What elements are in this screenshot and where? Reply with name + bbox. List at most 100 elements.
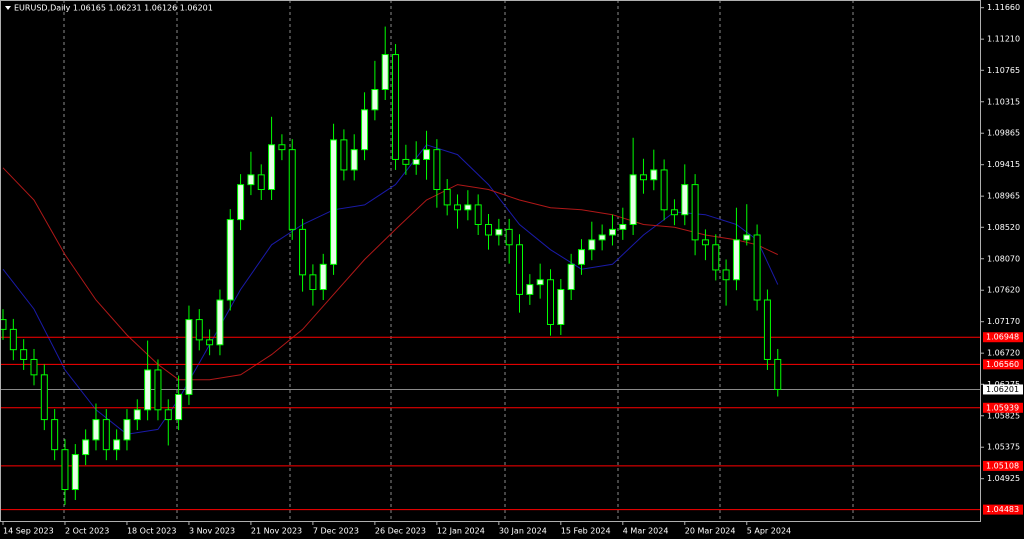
candle-body (102, 419, 110, 451)
candle-body (763, 299, 771, 360)
candle-body (381, 54, 389, 91)
candle-body (474, 204, 482, 225)
candle-body (743, 234, 751, 241)
candle-body (495, 228, 503, 236)
level-label-box (983, 504, 1023, 515)
candle-body (82, 439, 90, 456)
level-label-box (983, 332, 1023, 343)
y-tick-label: 1.05375 (987, 443, 1020, 452)
candle-body (443, 189, 451, 206)
candle-body (175, 393, 183, 421)
chart-title: EURUSD,Daily 1.06165 1.06231 1.06126 1.0… (14, 4, 213, 13)
candle-body (133, 409, 141, 421)
candle-body (237, 184, 245, 221)
candle-body (268, 144, 276, 191)
candle-body (567, 263, 575, 291)
y-tick-label: 1.07620 (987, 286, 1020, 295)
candle-body (309, 274, 317, 291)
candle-body (154, 369, 162, 411)
candle-body (753, 234, 761, 301)
x-tick-label: 4 Mar 2024 (623, 527, 669, 536)
plot (0, 26, 980, 511)
candle-body (454, 204, 462, 211)
candle-body (185, 319, 193, 395)
candle-body (588, 239, 596, 251)
candle-body (536, 279, 544, 286)
x-tick-label: 12 Jan 2024 (437, 527, 485, 536)
candle-body (319, 263, 327, 291)
candle-body (639, 174, 647, 181)
candle-body (257, 174, 265, 191)
candle-body (516, 244, 523, 295)
candle-body (340, 139, 348, 171)
candle-body (123, 419, 131, 441)
candle-body (0, 319, 7, 330)
candle-body (732, 239, 740, 281)
x-tick-label: 18 Oct 2023 (127, 527, 176, 536)
candle-body (681, 184, 689, 216)
y-tick-label: 1.10765 (987, 66, 1020, 75)
candle-body (392, 54, 400, 160)
y-tick-label: 1.08965 (987, 192, 1020, 201)
x-tick-label: 3 Nov 2023 (189, 527, 235, 536)
candle-body (402, 158, 410, 165)
candle-body (423, 149, 431, 160)
x-tick-label: 20 Mar 2024 (685, 527, 736, 536)
candle-body (61, 449, 69, 491)
candle-body (195, 319, 203, 341)
candle-body (505, 228, 513, 246)
y-tick-label: 1.06275 (987, 380, 1020, 389)
plot-border (0, 0, 981, 522)
x-tick-label: 30 Jan 2024 (499, 527, 547, 536)
y-tick-label: 1.04925 (987, 474, 1020, 483)
candle-body (433, 149, 441, 191)
x-tick-label: 14 Sep 2023 (3, 527, 54, 536)
candle-body (226, 219, 234, 301)
candle-body (51, 419, 59, 451)
y-tick-label: 1.11660 (987, 3, 1020, 12)
level-label: 1.06948 (986, 333, 1019, 342)
candle-body (464, 204, 472, 211)
candle-body (216, 299, 224, 346)
candle-body (40, 374, 48, 421)
candle-body (164, 409, 172, 421)
candle-body (691, 184, 699, 241)
current-price-label: 1.06201 (986, 385, 1019, 394)
candle-body (361, 109, 369, 151)
candle-body (299, 228, 307, 276)
x-tick-label: 21 Nov 2023 (251, 527, 302, 536)
y-tick-label: 1.05825 (987, 411, 1020, 420)
y-tick-label: 1.09865 (987, 129, 1020, 138)
candle-body (546, 279, 554, 325)
candle-body (92, 419, 100, 441)
candle-body (598, 234, 606, 241)
y-tick-label: 1.08070 (987, 254, 1020, 263)
candle-body (113, 439, 121, 451)
candle-body (712, 244, 720, 271)
current-price-box (983, 384, 1023, 395)
x-tick-label: 7 Dec 2023 (313, 527, 359, 536)
x-tick-label: 5 Apr 2024 (747, 527, 791, 536)
candle-body (526, 284, 534, 295)
candle-body (774, 358, 782, 390)
menu-arrow (5, 6, 11, 10)
candle-body (701, 239, 709, 246)
x-tick-label: 2 Oct 2023 (65, 527, 109, 536)
candle-body (71, 454, 79, 491)
level-label: 1.05108 (986, 461, 1019, 470)
candle-body (660, 169, 668, 211)
y-tick-label: 1.07170 (987, 317, 1020, 326)
candle-body (144, 369, 152, 411)
y-tick-label: 1.09415 (987, 160, 1020, 169)
level-label: 1.06560 (986, 360, 1019, 369)
candle-body (485, 223, 493, 236)
candle-body (350, 149, 358, 171)
candle-body (722, 269, 730, 281)
candle-body (629, 174, 637, 225)
candle-body (619, 223, 627, 230)
candle-body (288, 149, 296, 230)
y-tick-label: 1.08520 (987, 223, 1020, 232)
